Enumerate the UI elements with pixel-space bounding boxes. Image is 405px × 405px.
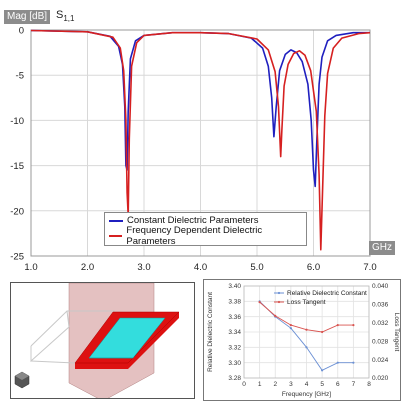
legend-item-frequency-dependent: Frequency Dependent Dielectric Parameter…: [105, 225, 306, 247]
y-tick-label: -25: [10, 252, 24, 263]
legend-swatch-marker: [277, 291, 281, 295]
x-axis-tag: GHz: [369, 241, 395, 255]
y-right-tick-label: 0.036: [372, 302, 389, 309]
y-left-axis-label: Relative Dielectric Constant: [207, 292, 214, 372]
y-right-tick-label: 0.024: [372, 357, 389, 364]
legend-label: Constant Dielectric Parameters: [127, 215, 259, 226]
s11-legend: Constant Dielectric Parameters Frequency…: [104, 212, 307, 247]
dielectric-point: [352, 361, 355, 364]
dielectric-point: [336, 361, 339, 364]
x-tick-label: 4.0: [194, 262, 207, 273]
y-right-tick-label: 0.040: [372, 283, 389, 290]
x-tick-label: 8: [367, 381, 371, 388]
y-left-tick-label: 3.30: [228, 360, 241, 367]
loss-tangent-point: [321, 330, 324, 334]
y-left-tick-label: 3.36: [228, 314, 241, 321]
x-tick-label: 3: [289, 381, 293, 388]
dielectric-point: [289, 327, 292, 330]
legend-swatch-blue: [109, 219, 123, 222]
loss-tangent-point: [289, 324, 292, 327]
y-axis-tag: Mag [dB]: [4, 10, 51, 24]
y-tick-label: -10: [10, 116, 24, 127]
x-tick-label: 2.0: [81, 262, 94, 273]
wireframe-edge: [66, 310, 70, 328]
y-left-tick-label: 3.34: [228, 329, 241, 336]
dielectric-point: [305, 346, 308, 349]
model-svg: [14, 283, 180, 398]
x-tick-label: 5.0: [250, 262, 263, 273]
parameter-label: S1,1: [56, 9, 74, 23]
y-left-tick-label: 3.38: [228, 299, 241, 306]
s11-chart-panel: 1.0 2.0 3.0 4.0 5.0 6.0 7.0 0 -5 -10 -15 -20 -25 Mag…: [4, 9, 395, 274]
x-tick-label: 6: [336, 381, 340, 388]
y-left-tick-label: 3.32: [228, 345, 241, 352]
y-left-tick-label: 3.40: [228, 283, 241, 290]
y-right-axis-label: Loss Tangent: [393, 313, 400, 352]
parameter-name: S: [56, 9, 64, 21]
s11-chart: 1.0 2.0 3.0 4.0 5.0 6.0 7.0 0 -5 -10 -15 -20 -25: [10, 26, 376, 274]
legend-swatch-red: [109, 234, 123, 237]
y-right-tick-label: 0.028: [372, 338, 389, 345]
plot-frame: [30, 29, 371, 257]
y-right-tick-label: 0.020: [372, 375, 389, 382]
x-tick-label: 2: [273, 381, 277, 388]
x-tick-label: 7: [352, 381, 356, 388]
axes-cube-icon[interactable]: [14, 371, 30, 389]
legend-label: Relative Dielectric Constant: [287, 290, 367, 297]
y-tick-label: -5: [16, 71, 24, 82]
parameter-subscript: 1,1: [63, 14, 75, 24]
loss-tangent-point: [274, 314, 277, 317]
y-left-tick-label: 3.28: [228, 375, 241, 382]
series-line-frequency-dependent: [30, 29, 371, 251]
loss-tangent-point: [258, 301, 261, 304]
dielectric-point: [321, 369, 324, 372]
params-chart: 0 1 2 3 4 5 6 7 8 3.40 3.38 3.36 3.34 3.32 3.30 3.28 0.0…: [207, 283, 400, 398]
legend-item-constant: Constant Dielectric Parameters: [105, 213, 306, 228]
legend-swatch-marker: [277, 300, 281, 304]
x-tick-label: 0: [242, 381, 246, 388]
y-tick-label: -15: [10, 161, 24, 172]
x-tick-label: 7.0: [363, 262, 376, 273]
plot-frame: [243, 285, 370, 379]
x-tick-label: 6.0: [307, 262, 320, 273]
x-axis-label: Frequency [GHz]: [282, 391, 331, 398]
x-tick-label: 5: [320, 381, 324, 388]
x-tick-label: 3.0: [137, 262, 150, 273]
loss-tangent-point: [352, 324, 355, 327]
wireframe-edge: [30, 360, 76, 364]
y-tick-label: -20: [10, 206, 24, 217]
y-right-tick-label: 0.032: [372, 320, 389, 327]
x-tick-label: 4: [305, 381, 309, 388]
legend-label: Frequency Dependent Dielectric Parameter…: [126, 224, 263, 247]
x-tick-label: 1: [258, 381, 262, 388]
wireframe-edge: [30, 326, 70, 363]
model-view: [10, 282, 195, 399]
params-chart-panel: 0 1 2 3 4 5 6 7 8 3.40 3.38 3.36 3.34 3.32 3.30 3.28 0.0…: [203, 279, 401, 401]
x-tick-label: 1.0: [24, 262, 37, 273]
legend-label: Loss Tangent: [287, 299, 326, 306]
loss-tangent-point: [305, 328, 308, 331]
y-tick-label: 0: [19, 26, 24, 37]
loss-tangent-point: [336, 324, 339, 327]
